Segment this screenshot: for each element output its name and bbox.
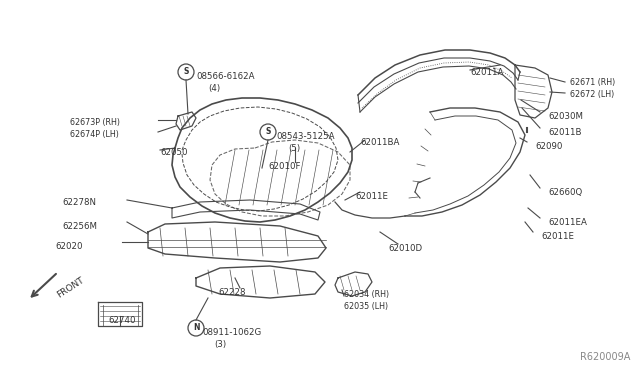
Text: 62011EA: 62011EA	[548, 218, 587, 227]
Text: (5): (5)	[288, 144, 300, 153]
Text: 62011BA: 62011BA	[360, 138, 399, 147]
Text: 62010D: 62010D	[388, 244, 422, 253]
Text: 62673P (RH): 62673P (RH)	[70, 118, 120, 127]
Text: 62011B: 62011B	[548, 128, 582, 137]
Text: 08543-5125A: 08543-5125A	[276, 132, 335, 141]
Text: 62740: 62740	[108, 316, 136, 325]
Text: (4): (4)	[208, 84, 220, 93]
Text: 62278N: 62278N	[62, 198, 96, 207]
Text: 62050: 62050	[160, 148, 188, 157]
Text: 62674P (LH): 62674P (LH)	[70, 130, 119, 139]
Text: 62011A: 62011A	[470, 68, 504, 77]
Text: 62090: 62090	[535, 142, 563, 151]
Text: S: S	[183, 67, 189, 77]
Text: R620009A: R620009A	[580, 352, 630, 362]
Text: 08566-6162A: 08566-6162A	[196, 72, 255, 81]
Text: 62011E: 62011E	[541, 232, 574, 241]
Text: (3): (3)	[214, 340, 226, 349]
Text: 62034 (RH): 62034 (RH)	[344, 290, 389, 299]
Text: 62030M: 62030M	[548, 112, 583, 121]
Text: 62228: 62228	[218, 288, 246, 297]
Text: 62672 (LH): 62672 (LH)	[570, 90, 614, 99]
Text: 08911-1062G: 08911-1062G	[202, 328, 261, 337]
Text: 62035 (LH): 62035 (LH)	[344, 302, 388, 311]
Text: S: S	[266, 128, 271, 137]
Text: 62011E: 62011E	[355, 192, 388, 201]
Text: 62256M: 62256M	[62, 222, 97, 231]
Text: 62010F: 62010F	[268, 162, 301, 171]
Text: FRONT: FRONT	[55, 276, 86, 300]
Text: N: N	[193, 324, 199, 333]
Text: 62671 (RH): 62671 (RH)	[570, 78, 615, 87]
Text: 62020: 62020	[55, 242, 83, 251]
Text: 62660Q: 62660Q	[548, 188, 582, 197]
